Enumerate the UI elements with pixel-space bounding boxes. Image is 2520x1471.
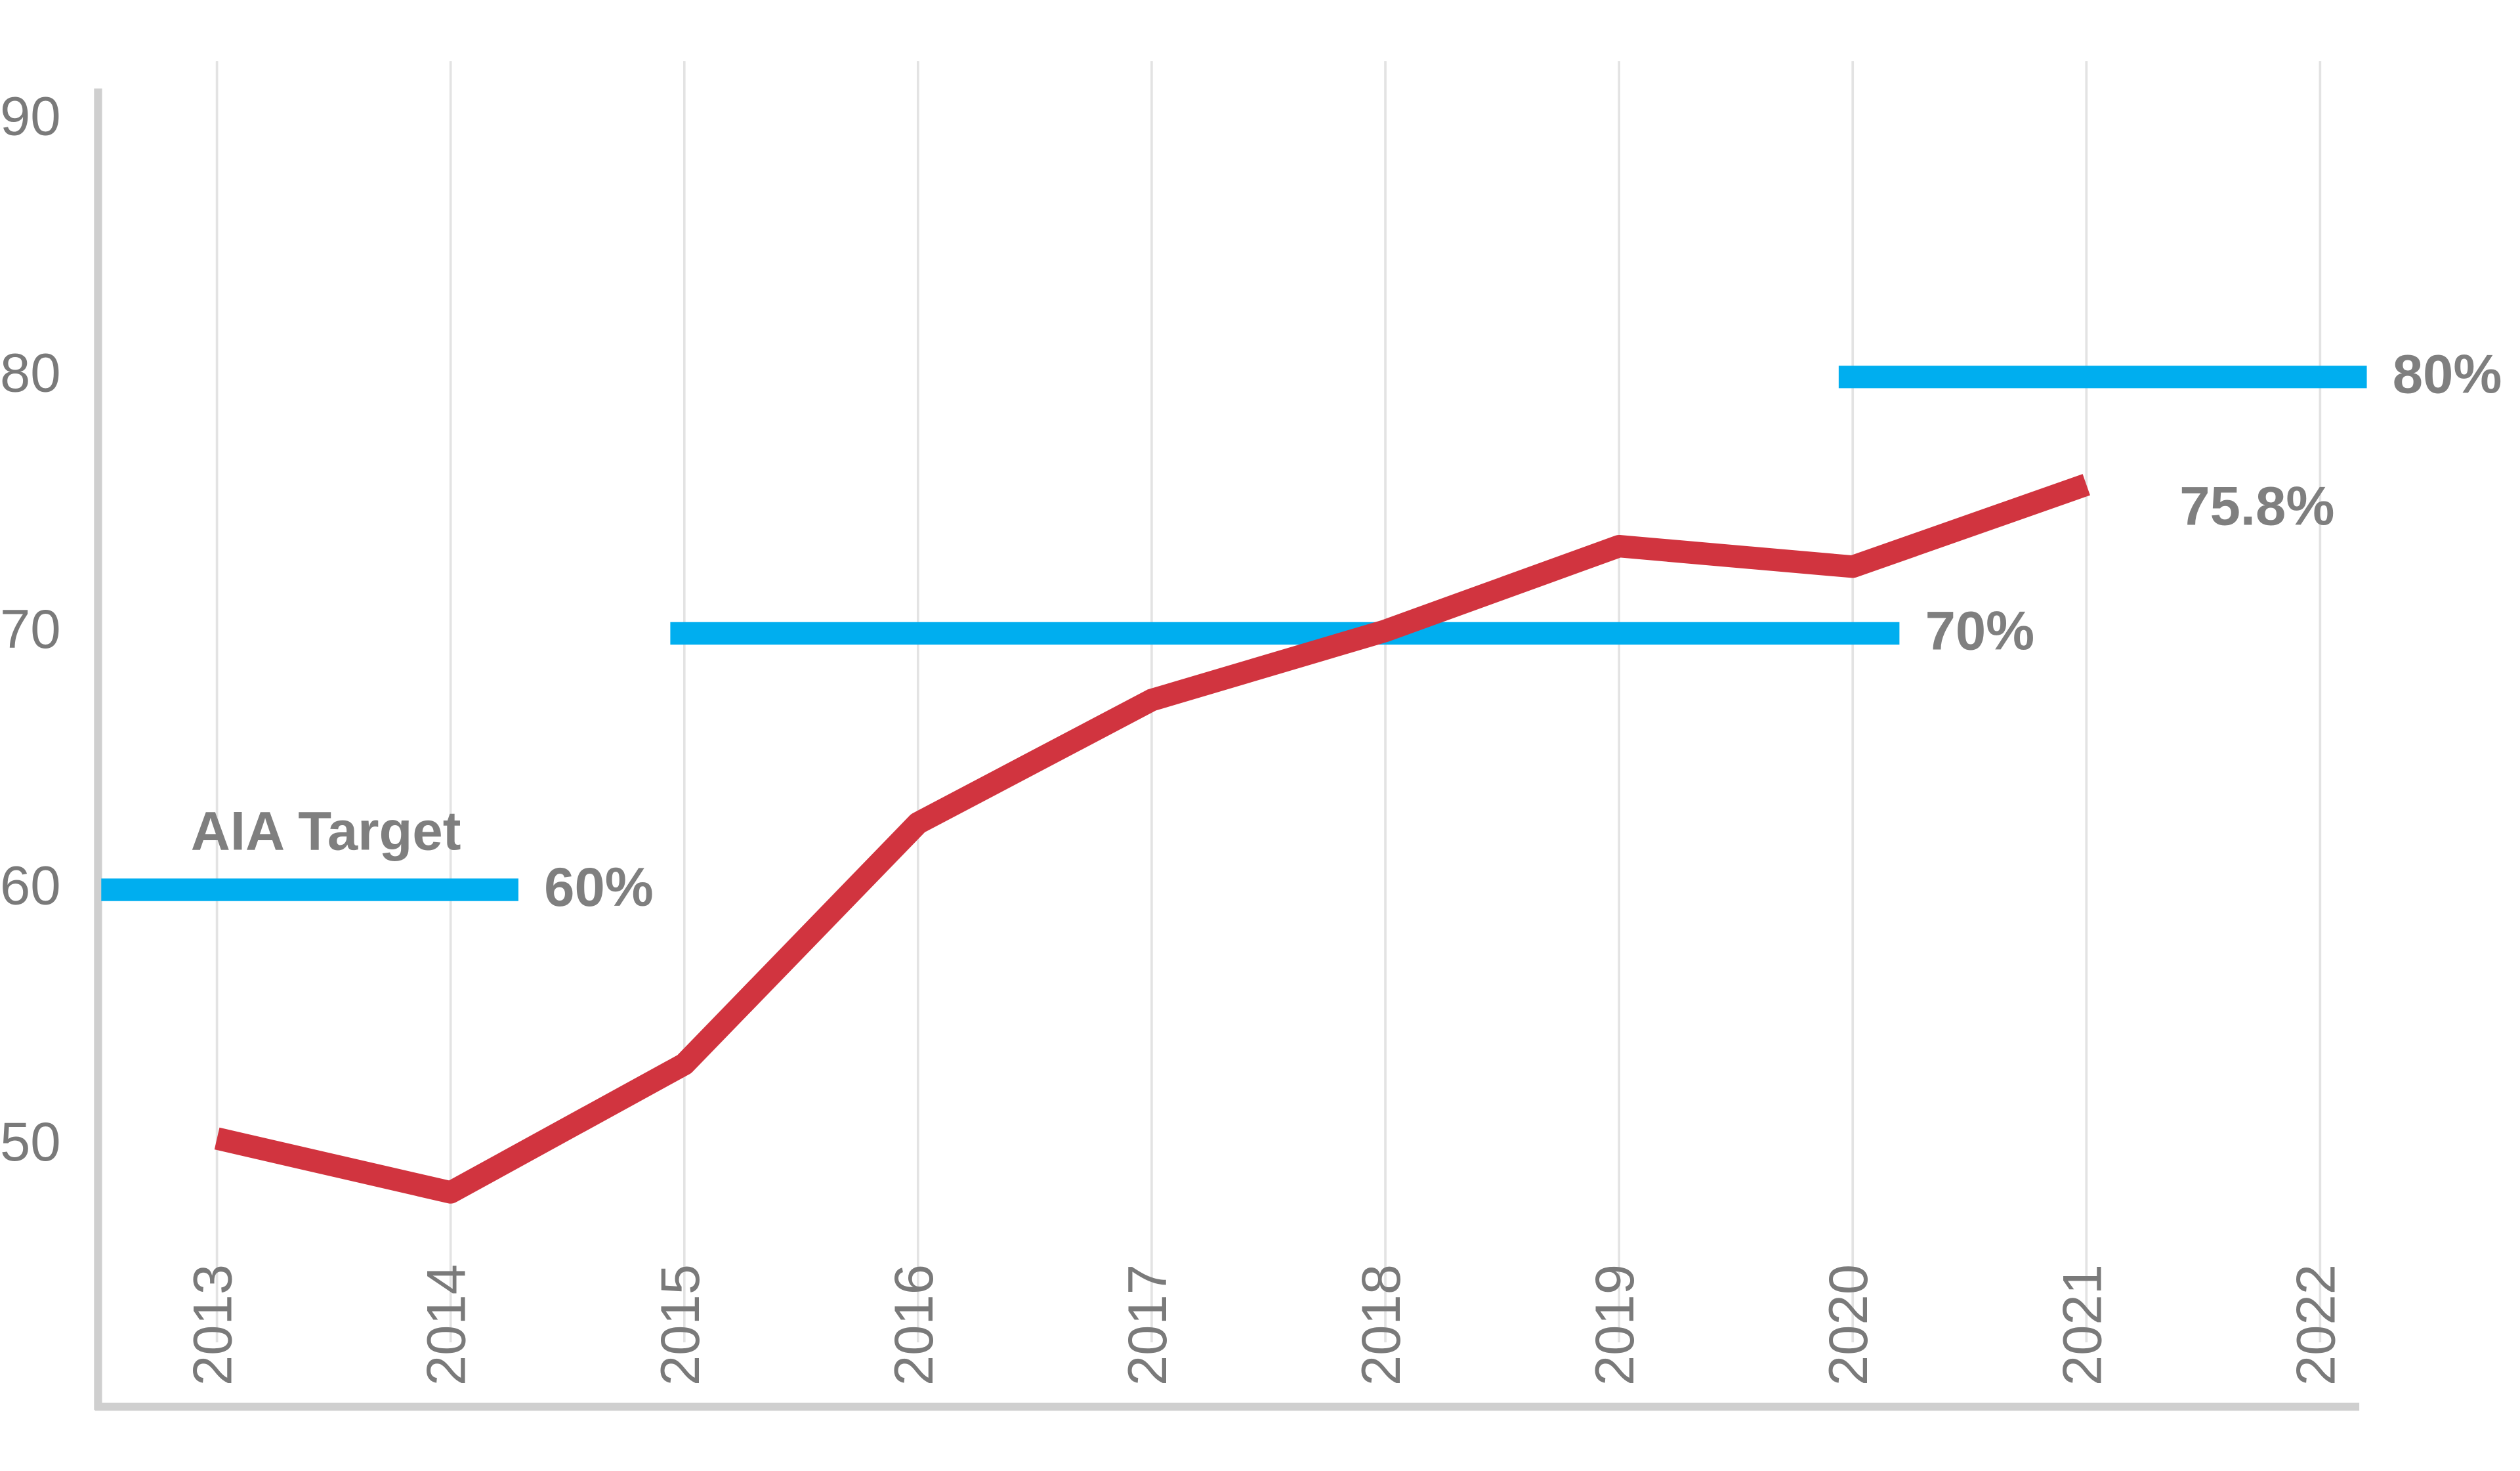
target-label: 80% [2393, 344, 2502, 405]
target-label: 70% [1925, 600, 2035, 661]
y-tick-label: 50 [0, 1111, 61, 1172]
target-name: AIA Target [191, 800, 461, 861]
x-tick-label: 2013 [182, 1264, 243, 1386]
y-tick-label: 80 [0, 342, 61, 403]
x-tick-label: 2014 [416, 1264, 477, 1386]
target-label: 60% [544, 857, 654, 918]
y-tick-label: 60 [0, 855, 61, 916]
x-tick-label: 2018 [1351, 1264, 1412, 1386]
y-tick-label: 90 [0, 86, 61, 147]
value-label: 75.8% [2179, 476, 2334, 537]
x-tick-label: 2020 [1818, 1264, 1879, 1386]
data-line [214, 474, 2090, 1204]
x-tick-label: 2015 [650, 1264, 711, 1386]
x-tick-label: 2016 [883, 1264, 944, 1386]
x-tick-label: 2017 [1117, 1264, 1178, 1386]
x-tick-label: 2019 [1584, 1264, 1645, 1386]
x-tick-label: 2022 [2285, 1264, 2346, 1386]
x-tick-label: 2021 [2051, 1264, 2112, 1386]
y-tick-label: 70 [0, 599, 61, 660]
